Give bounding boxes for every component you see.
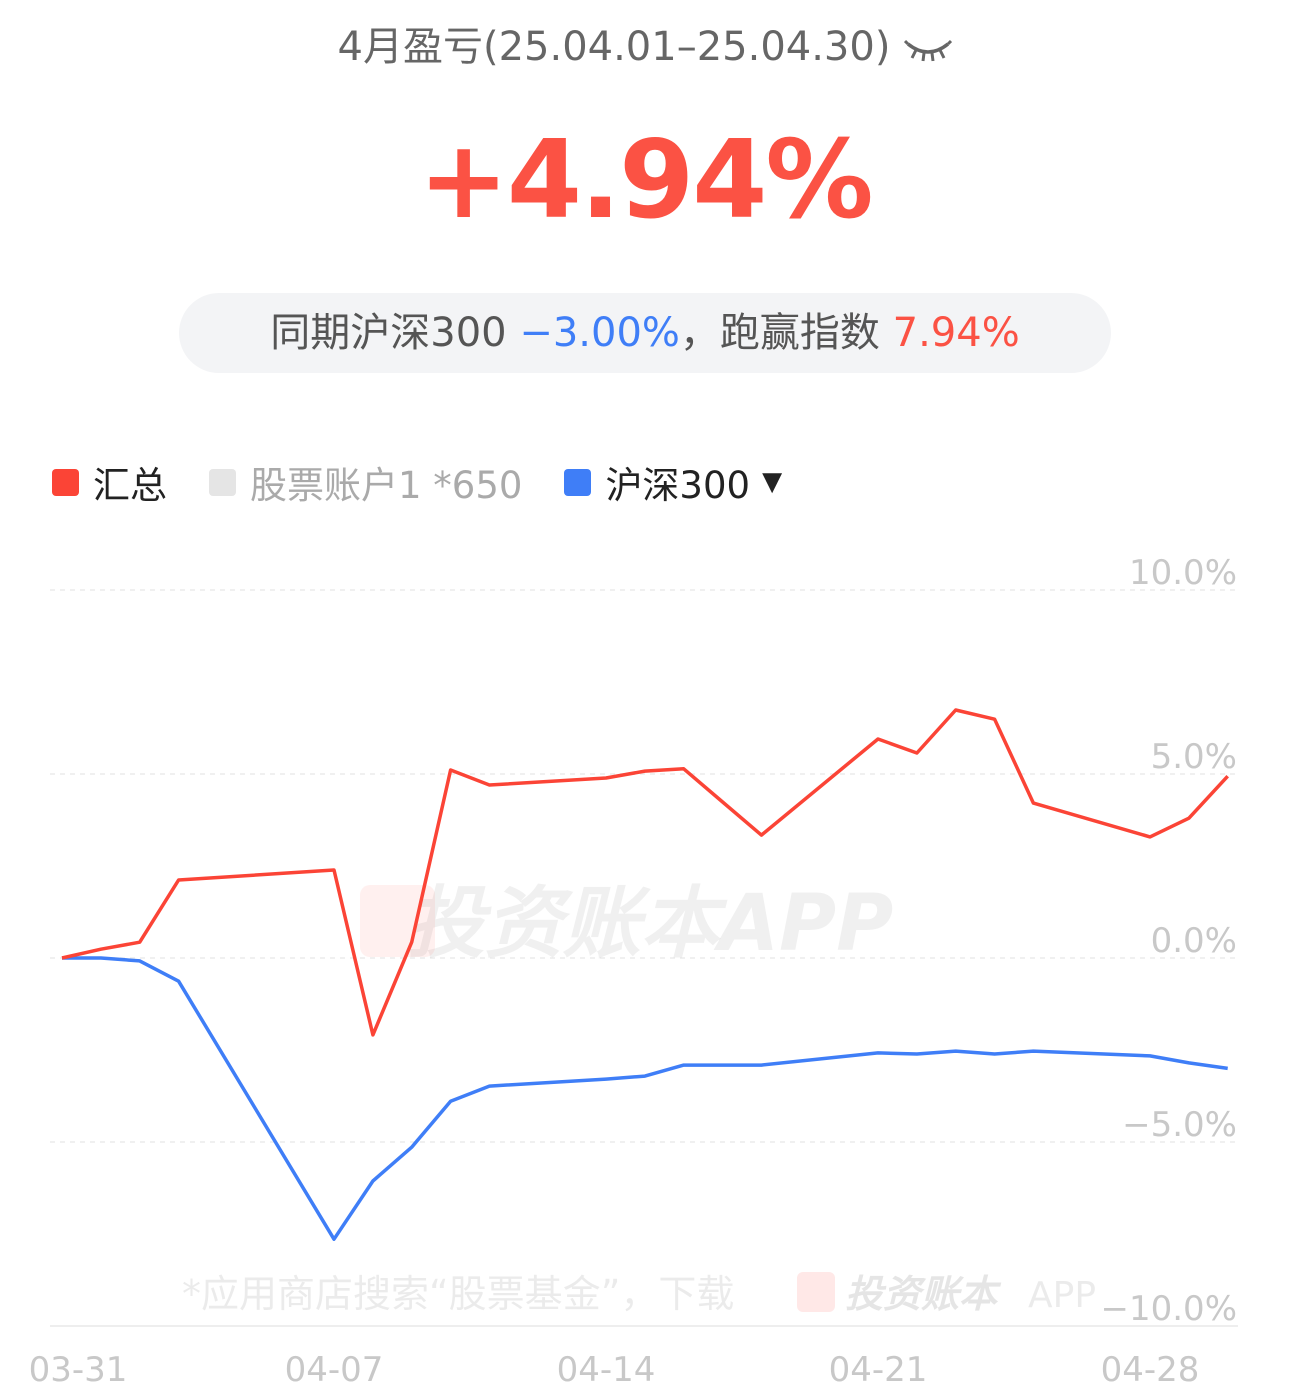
x-tick-label: 04-21 — [829, 1350, 928, 1390]
y-tick-label: 0.0% — [1151, 921, 1237, 961]
period-title: 4月盈亏(25.04.01–25.04.30) — [0, 14, 1290, 72]
legend-label: 沪深300 — [605, 464, 751, 507]
excess-return: 7.94% — [892, 310, 1020, 356]
watermark-logo-icon — [360, 885, 435, 957]
x-tick-label: 04-07 — [285, 1350, 384, 1390]
comparison-prefix: 同期沪深300 — [270, 310, 520, 356]
index-comparison: 同期沪深300 −3.00%，跑赢指数 7.94% — [179, 293, 1111, 373]
watermark-footer: *应用商店搜索“股票基金”，下载 — [182, 1272, 734, 1316]
index-return: −3.00% — [519, 310, 680, 356]
watermark-footer-logo-icon — [797, 1272, 835, 1312]
legend-item-account[interactable]: 股票账户1 *650 — [209, 455, 522, 509]
x-tick-label: 04-14 — [557, 1350, 656, 1390]
y-tick-label: −5.0% — [1122, 1105, 1237, 1145]
legend-label: 股票账户1 *650 — [250, 464, 523, 507]
legend-item-total[interactable]: 汇总 — [52, 455, 167, 509]
legend-swatch — [209, 468, 236, 496]
legend-label: 汇总 — [93, 464, 167, 507]
total-return: +4.94% — [418, 118, 873, 243]
watermark-footer-brand: 投资账本 — [845, 1272, 1002, 1316]
legend-item-index[interactable]: 沪深300 ▼ — [564, 455, 782, 509]
y-tick-label: 5.0% — [1151, 737, 1237, 777]
triangle-down-icon[interactable]: ▼ — [762, 467, 783, 497]
x-tick-label: 03-31 — [29, 1350, 128, 1390]
legend-swatch — [564, 468, 592, 496]
comparison-middle: ，跑赢指数 — [679, 310, 893, 356]
title-text: 4月盈亏(25.04.01–25.04.30) — [337, 24, 891, 70]
x-tick-label: 04-28 — [1101, 1350, 1200, 1390]
series-line-csi300 — [62, 956, 1228, 1241]
eye-closed-icon[interactable] — [904, 26, 953, 72]
series-line-total — [61, 708, 1229, 1037]
y-tick-label: 10.0% — [1129, 553, 1237, 593]
watermark-footer-app: APP — [1028, 1275, 1096, 1316]
legend-swatch — [52, 468, 79, 496]
y-tick-label: −10.0% — [1101, 1289, 1238, 1329]
chart-legend: 汇总 股票账户1 *650 沪深300 ▼ — [52, 455, 824, 509]
watermark-center: 投资账本APP — [407, 879, 894, 969]
